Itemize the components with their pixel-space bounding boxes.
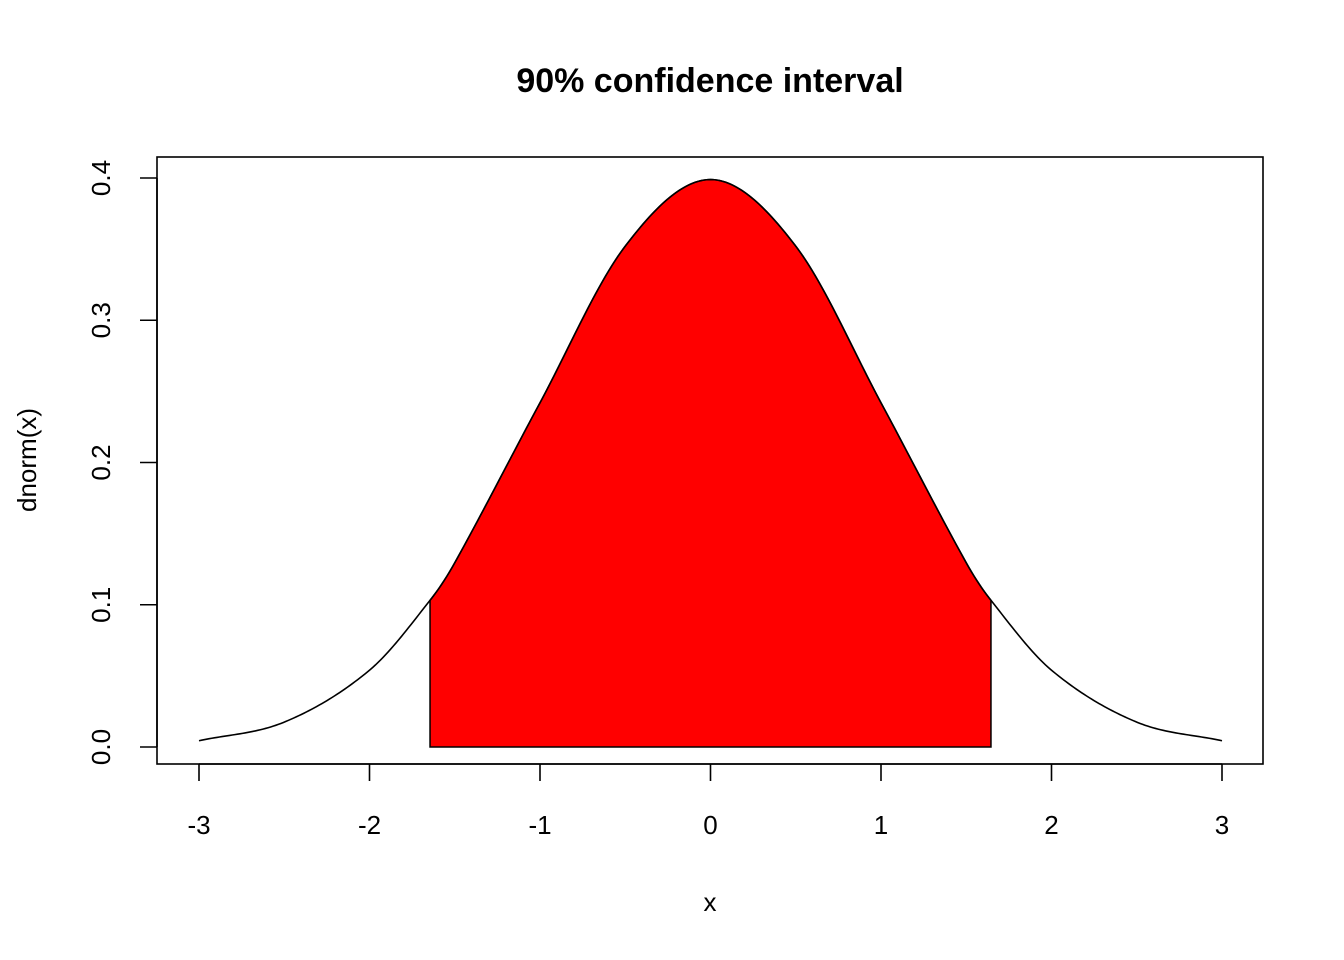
y-tick-label: 0.2 xyxy=(86,444,116,480)
x-tick-label: -2 xyxy=(358,810,381,840)
density-curve xyxy=(198,178,1223,742)
x-axis: -3 -2 -1 0 1 2 3 xyxy=(187,763,1229,840)
chart-title: 90% confidence interval xyxy=(516,62,903,100)
y-tick-label: 0.3 xyxy=(86,302,116,338)
density-curve-layer xyxy=(198,178,1223,742)
y-axis: 0.0 0.1 0.2 0.3 0.4 xyxy=(86,160,158,765)
y-tick-label: 0.0 xyxy=(86,729,116,765)
x-tick-label: 3 xyxy=(1215,810,1229,840)
x-tick-label: 2 xyxy=(1044,810,1058,840)
y-tick-label: 0.4 xyxy=(86,160,116,196)
confidence-region-fill xyxy=(429,178,992,748)
shaded-region-layer xyxy=(429,178,992,748)
x-tick-label: 1 xyxy=(874,810,888,840)
x-tick-label: -3 xyxy=(187,810,210,840)
y-axis-label: dnorm(x) xyxy=(12,408,42,512)
y-tick-label: 0.1 xyxy=(86,587,116,623)
x-tick-label: 0 xyxy=(703,810,717,840)
x-tick-label: -1 xyxy=(528,810,551,840)
x-axis-label: x xyxy=(704,887,717,917)
